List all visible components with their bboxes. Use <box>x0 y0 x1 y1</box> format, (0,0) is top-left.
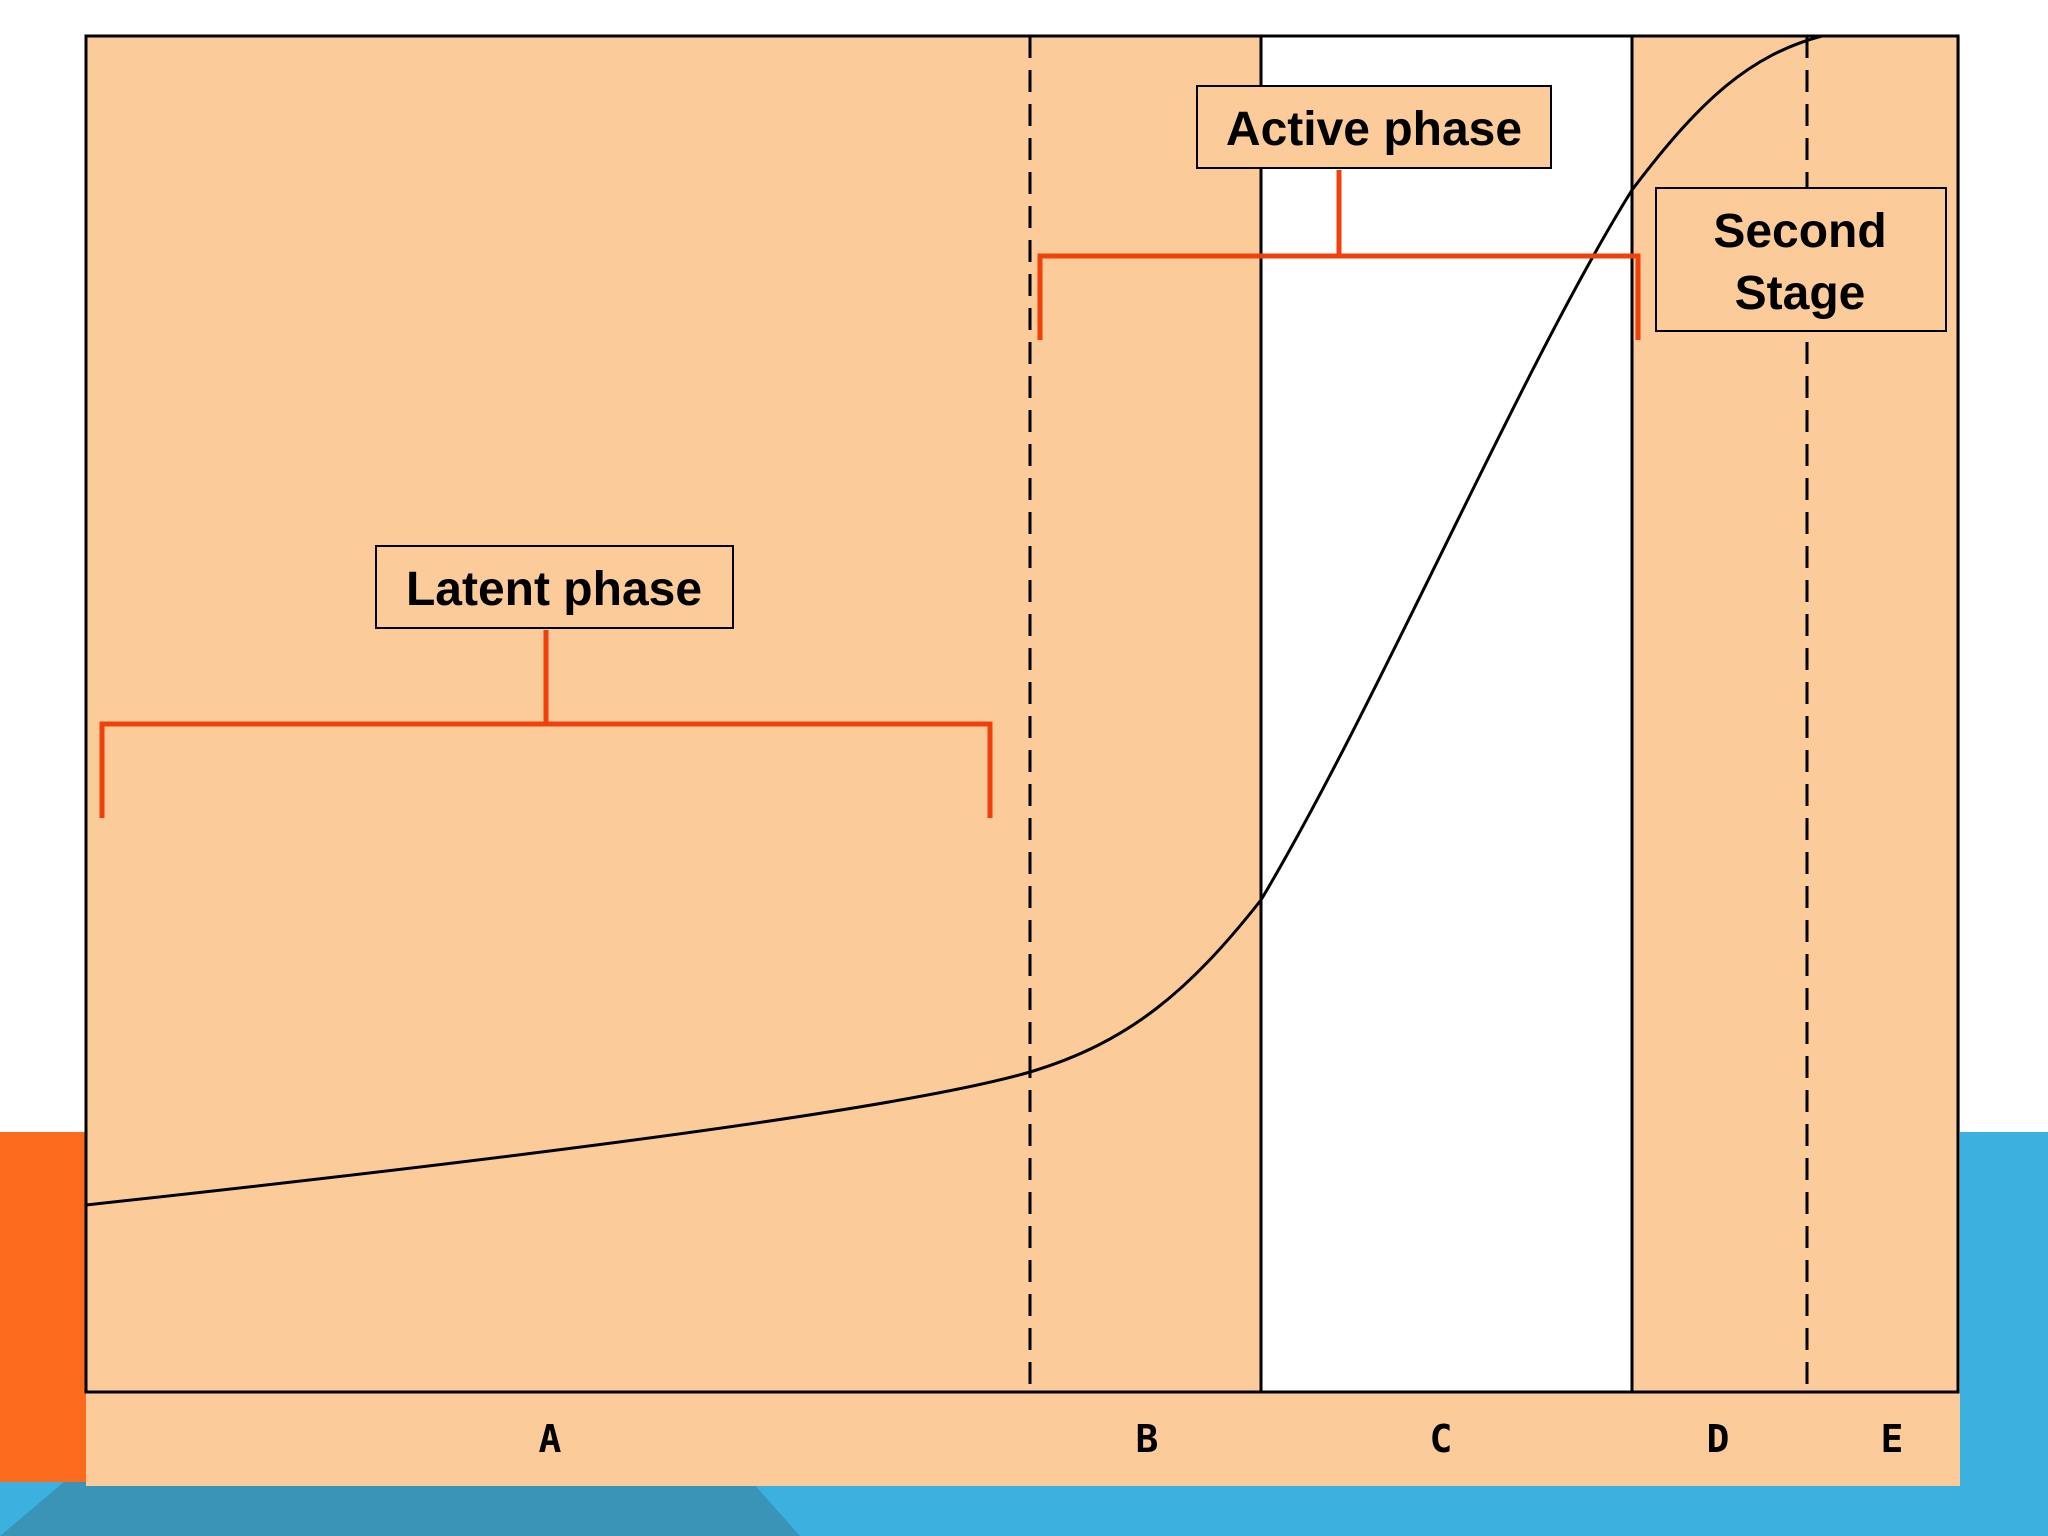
segment-label-c: C <box>1430 1417 1453 1461</box>
second-stage-label-line1: Second <box>1713 205 1886 258</box>
segment-c-band <box>1261 36 1632 1392</box>
segment-label-e: E <box>1881 1417 1904 1461</box>
active-phase-callout: Active phase <box>1196 85 1552 169</box>
latent-phase-callout: Latent phase <box>375 545 734 629</box>
orange-corner-shape <box>0 1132 90 1536</box>
latent-phase-bracket <box>99 630 993 818</box>
diagram-panel <box>86 36 1960 1486</box>
plot-frame <box>84 34 1960 1394</box>
blue-corner-shape <box>1960 1132 2048 1536</box>
segment-label-b: B <box>1136 1417 1159 1461</box>
active-phase-label: Active phase <box>1226 103 1522 156</box>
segment-label-d: D <box>1707 1417 1730 1461</box>
latent-phase-label: Latent phase <box>406 563 702 616</box>
dark-blue-bottom-shape <box>0 1482 800 1536</box>
segment-labels: A B C D E <box>539 1417 1904 1461</box>
labor-progress-curve <box>85 34 1823 1207</box>
active-phase-bracket <box>1037 170 1641 340</box>
segment-label-a: A <box>539 1417 562 1461</box>
second-stage-label-line2: Stage <box>1735 267 1866 320</box>
second-stage-callout: Second Stage <box>1655 187 1947 332</box>
